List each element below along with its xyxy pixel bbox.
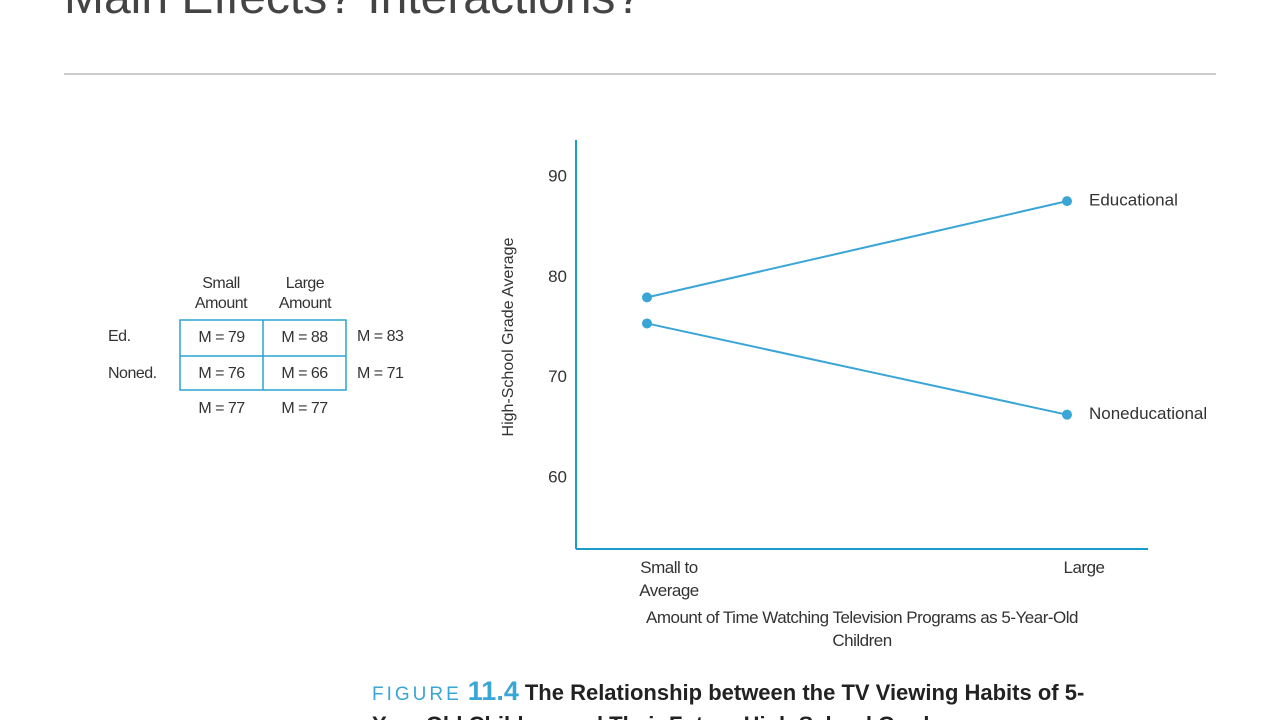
caption-label: FIGURE bbox=[372, 684, 462, 705]
row-label: Noned. bbox=[108, 365, 157, 382]
y-tick-label: 70 bbox=[548, 367, 567, 386]
y-tick-label: 80 bbox=[548, 267, 567, 286]
line bbox=[646, 200, 1068, 299]
table-cell: M = 66 bbox=[281, 365, 328, 382]
row-mean: M = 71 bbox=[357, 365, 404, 382]
table-cell: M = 88 bbox=[281, 329, 328, 346]
column-mean: M = 77 bbox=[281, 400, 328, 417]
column-header: Large Amount bbox=[278, 275, 332, 312]
line bbox=[646, 322, 1068, 416]
caption-text: The Relationship between the TV Viewing … bbox=[372, 680, 1085, 720]
y-axis-title: High-School Grade Average bbox=[500, 237, 517, 436]
y-tick-label: 90 bbox=[548, 167, 567, 186]
x-tick-label: Large bbox=[1063, 558, 1105, 577]
series-label: Noneducational bbox=[1089, 404, 1207, 423]
column-mean: M = 77 bbox=[198, 400, 245, 417]
series-label: Educational bbox=[1089, 191, 1178, 210]
point bbox=[642, 292, 652, 303]
table-cell: M = 76 bbox=[198, 365, 245, 382]
row-mean: M = 83 bbox=[357, 328, 404, 345]
caption-number: 11.4 bbox=[467, 676, 519, 706]
x-axis-title: Amount of Time Watching Television Progr… bbox=[646, 608, 1078, 650]
slide-title: Main Effects? Interactions? bbox=[64, 0, 642, 25]
x-tick-label: Small to Average bbox=[639, 558, 699, 600]
y-tick-label: 60 bbox=[548, 467, 567, 486]
table-cell: M = 79 bbox=[198, 329, 245, 346]
caption: FIGURE 11.4 The Relationship between the T… bbox=[372, 676, 1132, 720]
table-grid bbox=[179, 319, 347, 391]
column-header: Small Amount bbox=[194, 275, 248, 312]
row-label: Ed. bbox=[108, 328, 131, 345]
point bbox=[1062, 409, 1072, 420]
point bbox=[642, 318, 652, 329]
point bbox=[1062, 196, 1072, 207]
